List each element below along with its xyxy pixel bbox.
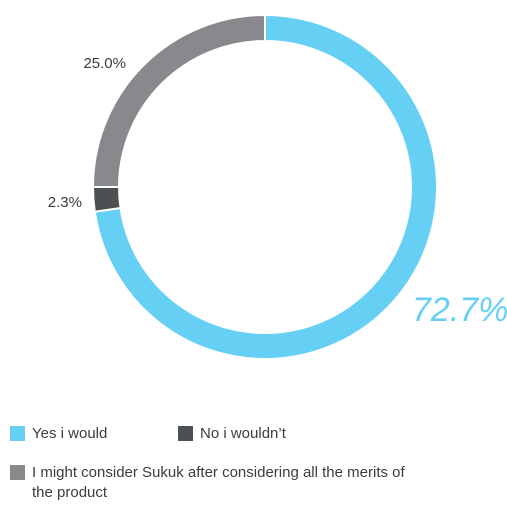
slice-label-no: 2.3% xyxy=(48,194,82,211)
donut-slices xyxy=(91,13,438,360)
slice-labels: 2.3% 25.0% 72.7% xyxy=(48,55,507,329)
donut-slice-maybe xyxy=(91,13,266,188)
legend: Yes i would No i wouldn’t I might consid… xyxy=(10,424,480,503)
legend-swatch-yes xyxy=(10,426,25,441)
legend-item-maybe: I might consider Sukuk after considering… xyxy=(10,463,412,503)
slice-label-maybe: 25.0% xyxy=(83,55,126,72)
legend-swatch-no xyxy=(178,426,193,441)
legend-label-yes: Yes i would xyxy=(32,425,108,442)
legend-swatch-maybe xyxy=(10,465,25,480)
slice-label-yes: 72.7% xyxy=(412,291,507,329)
legend-row-2: I might consider Sukuk after considering… xyxy=(10,463,480,503)
legend-label-maybe: I might consider Sukuk after considering… xyxy=(32,464,405,501)
legend-row-1: Yes i would No i wouldn’t xyxy=(10,424,480,444)
legend-item-no: No i wouldn’t xyxy=(178,424,286,444)
donut-slice-no xyxy=(91,186,122,213)
legend-item-yes: Yes i would xyxy=(10,424,178,444)
donut-slice-yes xyxy=(93,13,438,360)
legend-label-no: No i wouldn’t xyxy=(200,425,286,442)
